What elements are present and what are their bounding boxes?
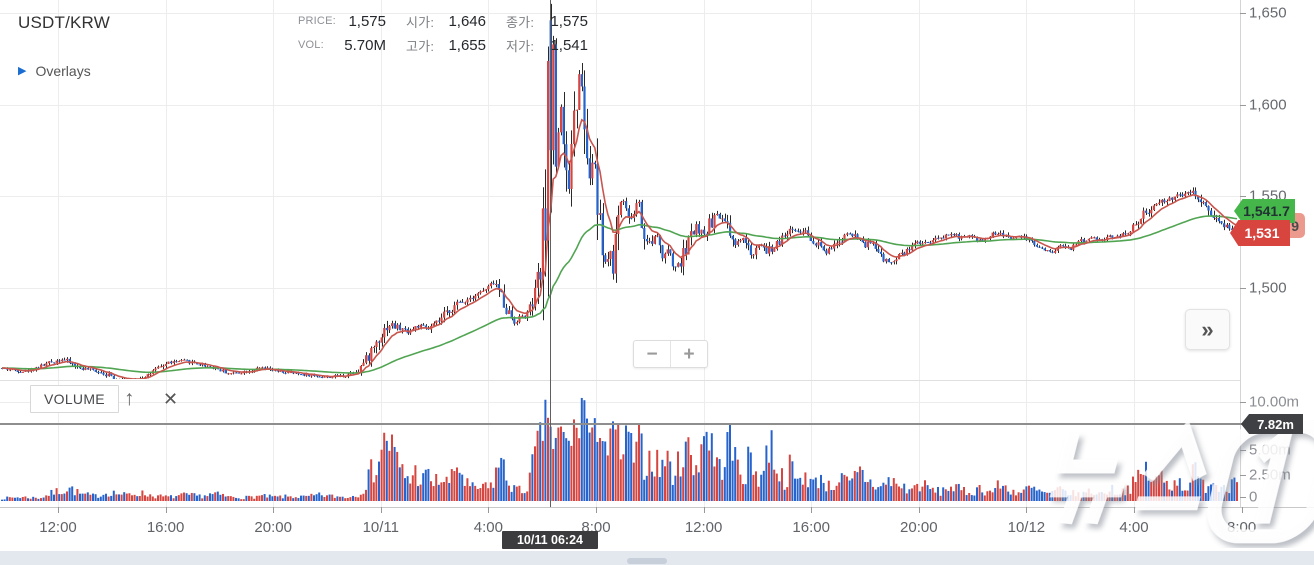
collapse-sidebar-button[interactable]: » xyxy=(1185,309,1230,350)
stat-label: 종가: xyxy=(506,14,535,30)
stat-label: PRICE: xyxy=(298,15,336,27)
ohlc-stats: PRICE: 1,575 VOL: 5.70M 시가: 1,646 고가: 1,… xyxy=(298,9,588,57)
time-axis-label: 16:00 xyxy=(792,519,830,536)
crosshair-time-tooltip: 10/11 06:24 xyxy=(502,531,598,549)
time-axis-label: 4:00 xyxy=(1119,519,1149,536)
stat-value: 1,575 xyxy=(348,12,386,30)
time-axis-label: 10/11 xyxy=(362,519,400,536)
volume-panel-title[interactable]: VOLUME xyxy=(30,385,119,413)
zoom-out-button[interactable]: − xyxy=(634,341,671,367)
last-price-tag: 1,531 xyxy=(1230,220,1290,246)
volume-axis-label: 0 xyxy=(1249,488,1258,506)
time-axis-label: 12:00 xyxy=(39,519,77,536)
stat-value: 1,541 xyxy=(550,36,588,54)
volume-axis-label: 2.50m xyxy=(1249,466,1291,484)
move-pane-up-icon[interactable]: ↑ xyxy=(124,387,135,410)
price-axis-label: 1,600 xyxy=(1249,96,1287,113)
price-axis-label: 1,500 xyxy=(1249,279,1287,296)
volume-axis-label: 5.00m xyxy=(1249,441,1291,459)
close-pane-icon[interactable]: ✕ xyxy=(163,389,179,409)
stat-value: 1,655 xyxy=(448,36,486,54)
time-axis-label: 8:00 xyxy=(1226,519,1257,536)
stat-close: 종가: 1,575 xyxy=(506,9,588,33)
scrollbar-thumb[interactable] xyxy=(627,558,667,564)
stat-value: 1,575 xyxy=(550,12,588,30)
time-axis-label: 16:00 xyxy=(146,519,185,536)
stat-label: 고가: xyxy=(406,38,435,54)
stat-label: 저가: xyxy=(506,38,535,54)
time-axis-label: 20:00 xyxy=(254,519,292,536)
stat-vol: VOL: 5.70M xyxy=(298,33,386,57)
volume-crosshair-tag: 7.82m xyxy=(1241,414,1303,434)
price-axis-label: 1,650 xyxy=(1249,4,1287,22)
triangle-right-icon: ▶ xyxy=(18,64,27,77)
stat-value: 1,646 xyxy=(448,12,486,30)
stat-low: 저가: 1,541 xyxy=(506,33,588,57)
volume-axis-label: 10.00m xyxy=(1249,393,1300,411)
page-title: USDT/KRW xyxy=(18,13,110,32)
overlays-toggle[interactable]: ▶ Overlays xyxy=(18,63,91,79)
stat-price: PRICE: 1,575 xyxy=(298,9,386,33)
stat-label: VOL: xyxy=(298,39,324,51)
overlays-label: Overlays xyxy=(35,63,91,79)
time-axis-label: 20:00 xyxy=(900,519,938,536)
time-axis-label: 4:00 xyxy=(473,519,503,536)
stat-value: 5.70M xyxy=(344,36,386,54)
zoom-control: − + xyxy=(633,340,708,368)
stat-open: 시가: 1,646 xyxy=(406,9,486,33)
time-axis-label: 10/12 xyxy=(1007,519,1046,536)
time-axis-label: 12:00 xyxy=(684,519,723,536)
zoom-in-button[interactable]: + xyxy=(683,343,695,365)
stat-label: 시가: xyxy=(406,14,435,30)
stat-high: 고가: 1,655 xyxy=(406,33,486,57)
ma-slow-price-tag: 1,541.7 xyxy=(1234,199,1295,223)
